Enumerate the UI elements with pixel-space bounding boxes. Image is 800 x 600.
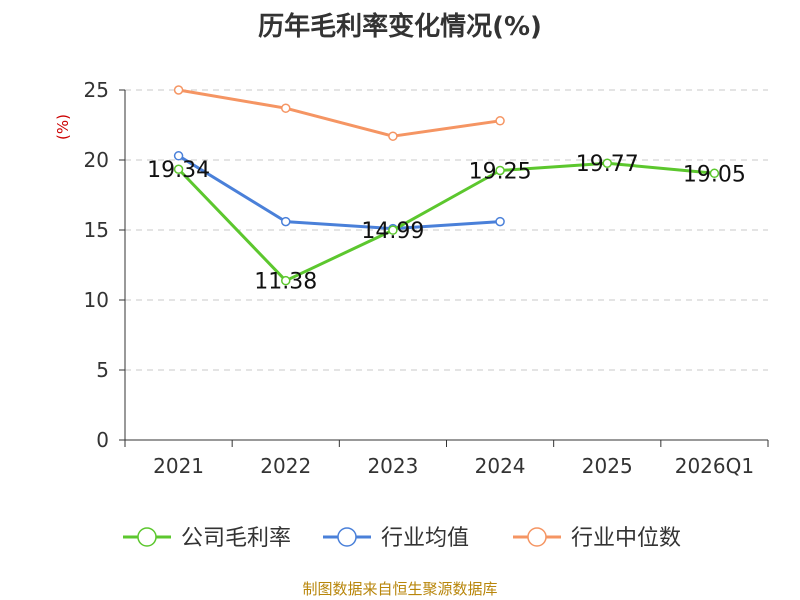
data-point <box>495 116 505 126</box>
data-label: 19.34 <box>147 158 210 183</box>
legend-label: 公司毛利率 <box>181 526 291 551</box>
data-point <box>388 131 398 141</box>
legend-marker <box>337 527 357 547</box>
chart-title: 历年毛利率变化情况(%) <box>258 12 542 42</box>
y-axis-label: (%) <box>54 114 72 140</box>
data-point <box>495 165 505 176</box>
data-point <box>495 216 505 227</box>
series-line-2 <box>178 88 501 138</box>
x-tick-label: 2024 <box>475 454 526 478</box>
x-tick-label: 2023 <box>367 454 418 478</box>
data-point <box>173 85 184 95</box>
data-label: 14.99 <box>361 219 424 244</box>
legend: 公司毛利率 行业均值 行业中位数 <box>123 526 681 551</box>
y-tick-label: 10 <box>84 288 109 312</box>
data-labels: 19.34 11.38 14.99 19.25 19.77 19.05 <box>147 152 746 294</box>
gridlines <box>125 89 768 371</box>
series-line-0 <box>177 161 715 283</box>
y-tick-label: 25 <box>84 78 109 102</box>
data-point <box>173 164 184 174</box>
y-tick-label: 20 <box>84 148 109 172</box>
data-point <box>602 158 612 168</box>
x-tick-label: 2026Q1 <box>675 454 754 478</box>
data-label: 19.05 <box>683 162 746 187</box>
x-tick-label: 2025 <box>582 454 633 478</box>
series-lines <box>173 85 720 286</box>
data-point <box>281 216 291 227</box>
data-point <box>281 275 291 286</box>
x-tick-label: 2022 <box>260 454 311 478</box>
data-point <box>388 225 398 235</box>
source-note: 制图数据来自恒生聚源数据库 <box>302 580 498 598</box>
data-label: 19.25 <box>469 160 532 185</box>
data-label: 19.77 <box>576 152 639 177</box>
legend-marker <box>527 527 547 547</box>
x-tick-label: 2021 <box>153 454 204 478</box>
y-tick-label: 15 <box>84 218 109 242</box>
legend-label: 行业中位数 <box>571 526 681 551</box>
data-point <box>173 151 184 161</box>
series-line-1 <box>177 154 501 231</box>
data-point <box>281 103 291 113</box>
legend-marker <box>137 527 157 547</box>
legend-label: 行业均值 <box>381 526 469 551</box>
y-tick-label: 5 <box>96 358 109 382</box>
data-label: 11.38 <box>254 270 317 295</box>
y-tick-label: 0 <box>96 428 109 452</box>
data-point <box>709 168 720 179</box>
